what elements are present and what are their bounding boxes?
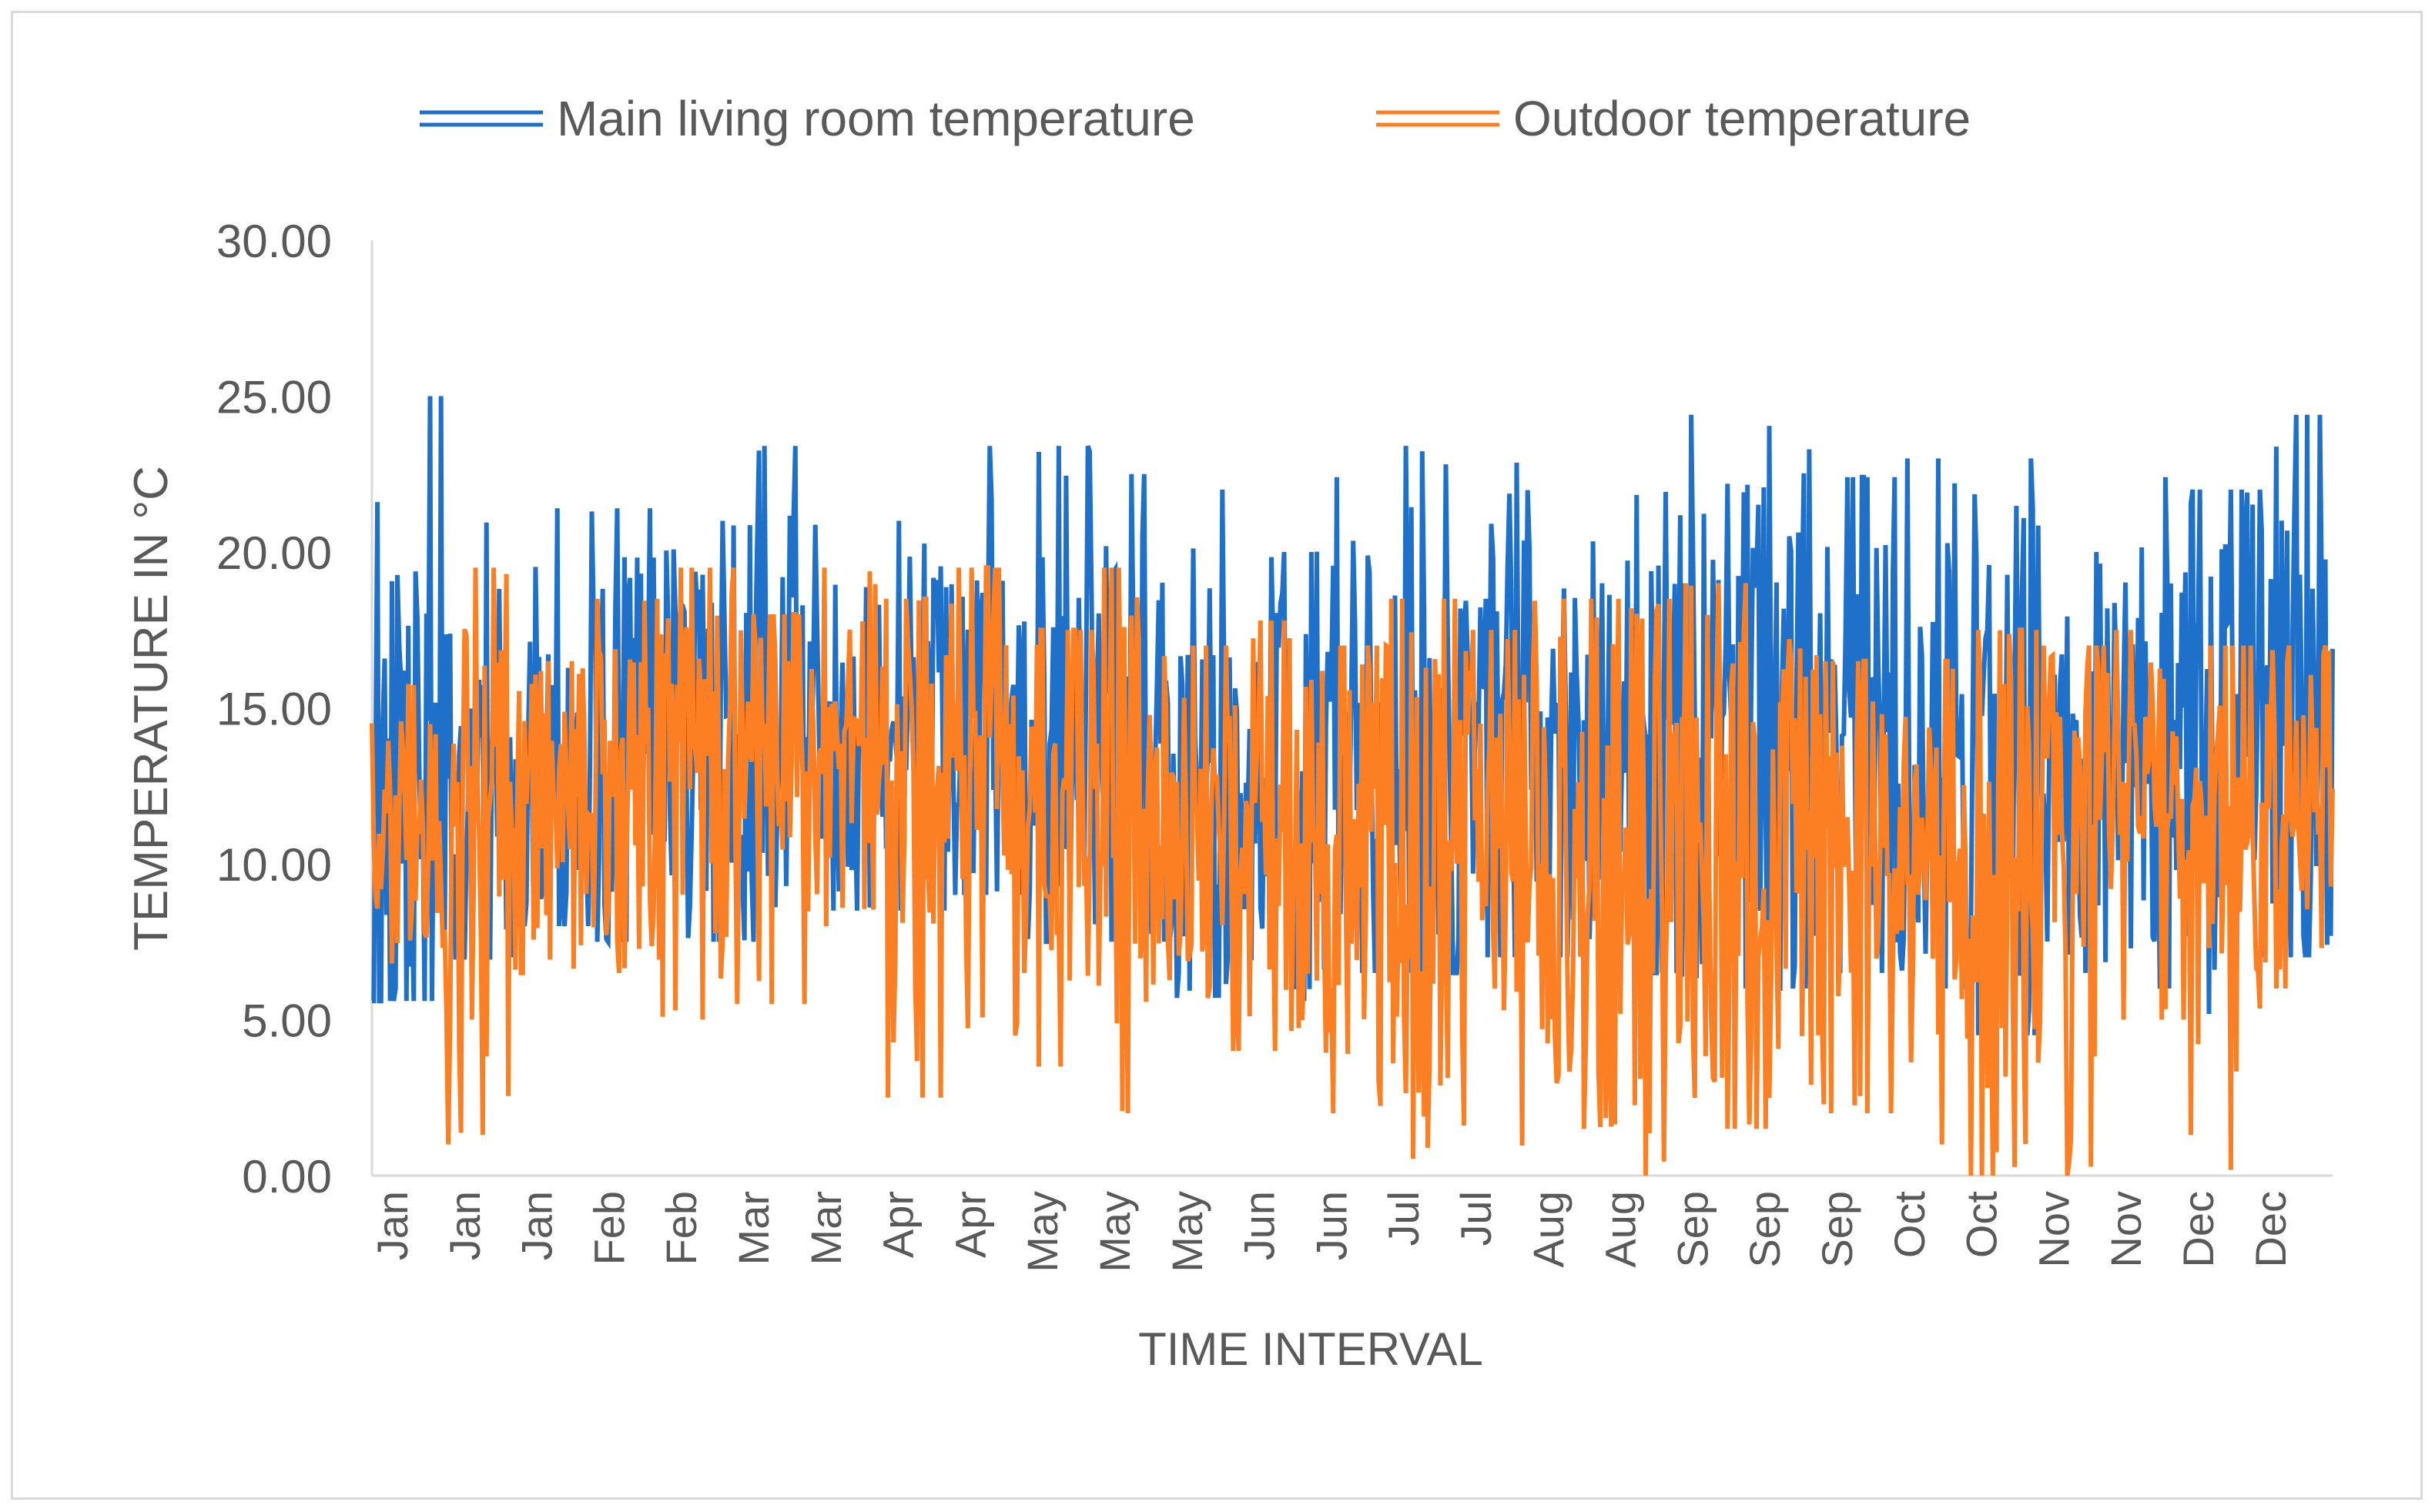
x-tick-label: Oct — [1885, 1191, 1934, 1259]
x-tick-label: Jul — [1379, 1191, 1428, 1246]
x-tick-label: Nov — [2029, 1191, 2078, 1268]
legend-item-main-living-room[interactable]: Main living room temperature — [420, 91, 1195, 146]
y-tick-label: 25.00 — [216, 372, 332, 423]
x-axis-title: TIME INTERVAL — [1138, 1323, 1483, 1375]
x-tick-label: Nov — [2102, 1191, 2150, 1268]
series-outdoor-temperature — [370, 565, 2335, 1176]
x-tick-label: Jan — [440, 1191, 489, 1260]
x-tick-label: Sep — [1813, 1191, 1861, 1268]
legend-label-outdoor: Outdoor temperature — [1513, 91, 1971, 146]
x-tick-label: Sep — [1740, 1191, 1789, 1268]
x-tick-label: Jan — [368, 1191, 417, 1260]
x-tick-label: Feb — [657, 1191, 705, 1266]
y-axis-tick-labels: 0.00 5.00 10.00 15.00 20.00 25.00 30.00 — [216, 216, 332, 1203]
x-tick-label: Mar — [802, 1191, 850, 1265]
x-tick-label: Mar — [729, 1191, 778, 1265]
plot-area — [370, 396, 2335, 1176]
x-tick-label: Apr — [874, 1191, 923, 1258]
x-tick-label: Jul — [1452, 1191, 1500, 1246]
x-axis: Jan Jan Jan Feb Feb Mar Mar Apr Apr May May May Jun J… — [368, 1174, 2333, 1273]
y-axis-title: TEMPERATURE IN °C — [125, 466, 178, 951]
x-tick-label: Apr — [946, 1191, 994, 1258]
legend-item-outdoor[interactable]: Outdoor temperature — [1376, 91, 1971, 146]
y-tick-label: 20.00 — [216, 527, 332, 579]
x-tick-label: Dec — [2174, 1191, 2222, 1268]
y-tick-label: 30.00 — [216, 216, 332, 267]
series-line — [370, 565, 2335, 1176]
x-tick-label: May — [1018, 1191, 1067, 1273]
y-tick-label: 15.00 — [216, 684, 332, 735]
y-axis: 0.00 5.00 10.00 15.00 20.00 25.00 30.00 — [216, 216, 373, 1203]
y-tick-label: 5.00 — [242, 995, 332, 1047]
chart-frame: Main living room temperature Outdoor tem… — [11, 11, 2423, 1500]
x-tick-label: Jun — [1307, 1191, 1355, 1260]
x-tick-label: Jan — [513, 1191, 561, 1260]
legend-label-main-living-room: Main living room temperature — [557, 91, 1195, 146]
legend-swatch-main-living-room — [420, 110, 543, 127]
x-tick-label: Dec — [2246, 1191, 2295, 1268]
legend-swatch-outdoor — [1376, 110, 1499, 127]
y-tick-label: 10.00 — [216, 839, 332, 891]
x-tick-label: Sep — [1668, 1191, 1717, 1268]
x-tick-label: Jun — [1235, 1191, 1284, 1260]
x-tick-label: May — [1090, 1191, 1139, 1273]
x-tick-label: May — [1163, 1191, 1211, 1273]
y-tick-label: 0.00 — [242, 1151, 332, 1203]
legend: Main living room temperature Outdoor tem… — [420, 91, 1971, 146]
temperature-line-chart: Main living room temperature Outdoor tem… — [125, 91, 2335, 1375]
x-axis-tick-labels: Jan Jan Jan Feb Feb Mar Mar Apr Apr May May May Jun J… — [368, 1191, 2295, 1273]
x-tick-label: Oct — [1958, 1191, 2006, 1259]
x-tick-label: Feb — [584, 1191, 633, 1266]
x-tick-label: Aug — [1596, 1191, 1645, 1268]
x-tick-label: Aug — [1524, 1191, 1573, 1268]
